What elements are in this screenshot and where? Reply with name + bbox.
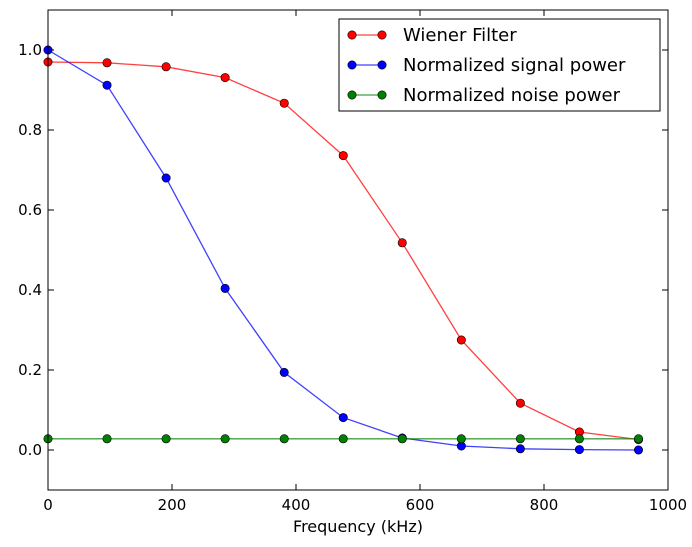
y-tick-label: 0.0 xyxy=(18,441,42,459)
data-point xyxy=(633,434,643,444)
data-point xyxy=(102,434,112,444)
y-tick-label: 0.8 xyxy=(18,121,42,139)
legend-item: Wiener Filter xyxy=(347,25,517,46)
series-3 xyxy=(43,434,643,444)
data-point xyxy=(397,434,407,444)
data-point xyxy=(338,151,348,161)
data-point xyxy=(220,283,230,293)
data-point xyxy=(220,434,230,444)
legend-item: Normalized noise power xyxy=(347,85,621,106)
data-point xyxy=(515,434,525,444)
y-tick-label: 0.6 xyxy=(18,201,42,219)
x-tick-label: 200 xyxy=(158,496,187,514)
data-point xyxy=(220,73,230,83)
data-point xyxy=(338,413,348,423)
legend-marker xyxy=(377,30,387,40)
data-point xyxy=(161,434,171,444)
series-layer xyxy=(43,45,643,455)
y-tick-label: 1.0 xyxy=(18,41,42,59)
y-tick-label: 0.2 xyxy=(18,361,42,379)
data-point xyxy=(338,434,348,444)
legend-box xyxy=(338,18,661,112)
x-tick-label: 800 xyxy=(530,496,559,514)
legend-label: Normalized signal power xyxy=(403,55,626,76)
data-point xyxy=(102,58,112,68)
data-point xyxy=(279,367,289,377)
data-point xyxy=(397,238,407,248)
legend-marker xyxy=(347,90,357,100)
data-point xyxy=(279,98,289,108)
x-tick-label: 600 xyxy=(406,496,435,514)
x-axis-label: Frequency (kHz) xyxy=(293,517,423,536)
plot-frame xyxy=(47,9,669,491)
data-point xyxy=(515,444,525,454)
data-point xyxy=(102,80,112,90)
data-point xyxy=(456,434,466,444)
legend-marker xyxy=(377,90,387,100)
x-tick-label: 1000 xyxy=(649,496,687,514)
data-point xyxy=(161,173,171,183)
legend-item: Normalized signal power xyxy=(347,55,626,76)
legend-marker xyxy=(377,60,387,70)
data-point xyxy=(574,445,584,455)
ticks: 0 200 400 600 800 1000 0.0 0.2 0.4 0.6 0.8 1.0 xyxy=(18,10,687,514)
data-point xyxy=(633,445,643,455)
legend-marker xyxy=(347,60,357,70)
x-tick-label: 400 xyxy=(282,496,311,514)
data-point xyxy=(574,434,584,444)
data-point xyxy=(456,335,466,345)
data-point xyxy=(279,434,289,444)
legend: Wiener Filter Normalized signal power Norm… xyxy=(338,18,661,112)
legend-label: Normalized noise power xyxy=(403,85,621,106)
legend-label: Wiener Filter xyxy=(403,25,517,46)
data-point xyxy=(515,398,525,408)
x-tick-label: 0 xyxy=(43,496,53,514)
y-tick-label: 0.4 xyxy=(18,281,42,299)
data-point xyxy=(161,62,171,72)
legend-marker xyxy=(347,30,357,40)
